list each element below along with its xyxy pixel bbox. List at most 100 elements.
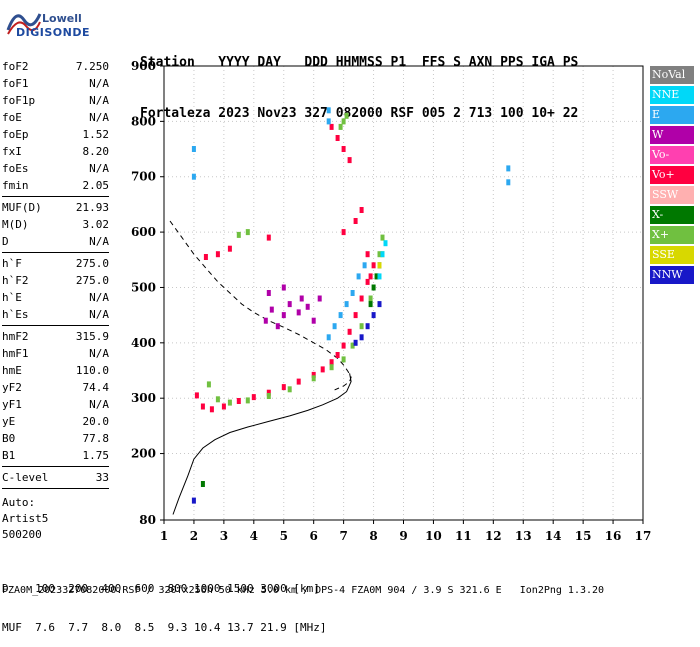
param-separator [2, 488, 109, 489]
x-tick-label: 9 [399, 529, 407, 543]
echo-point [329, 359, 334, 366]
param-label: h`F [2, 257, 22, 270]
header-value-axn: 713 100 10+ 22 [468, 106, 579, 121]
echo-point [245, 397, 250, 404]
param-row-fof2: foF2 7.250 [2, 58, 109, 75]
param-value: 21.93 [75, 201, 109, 214]
legend-item-w: W [650, 126, 694, 144]
legend-item-nne: NNE [650, 86, 694, 104]
echo-point [251, 394, 256, 401]
echo-point [350, 342, 355, 349]
echo-point [368, 273, 373, 280]
echo-point [368, 301, 373, 308]
param-row-ye: yE 20.0 [2, 413, 109, 430]
param-value: 77.8 [82, 432, 110, 445]
param-row-h-f2: h`F2 275.0 [2, 272, 109, 289]
legend-item-x-: X+ [650, 226, 694, 244]
echo-point [227, 245, 232, 252]
param-value: 315.9 [75, 330, 109, 343]
echo-point [326, 118, 331, 125]
echo-point [377, 273, 382, 280]
param-label: fxI [2, 145, 22, 158]
echo-point [203, 254, 208, 260]
echo-point [326, 334, 331, 341]
echo-point [347, 157, 352, 164]
autoscaling-line: Artist5 [2, 512, 49, 525]
param-label: C-level [2, 471, 49, 484]
param-row-hmf2: hmF2 315.9 [2, 328, 109, 345]
y-tick-label: 300 [131, 391, 156, 405]
header-row-values: Fortaleza 2023 Nov23 327 082000 RSF 005 … [140, 105, 578, 122]
legend-item-nnw: NNW [650, 266, 694, 284]
legend-item-sse: SSE [650, 246, 694, 264]
echo-point [245, 229, 250, 236]
echo-point [209, 406, 214, 413]
param-value: N/A [89, 235, 109, 248]
echo-point [275, 323, 280, 330]
echo-point [356, 273, 361, 280]
echo-point [311, 375, 316, 382]
echo-point [359, 295, 364, 302]
param-value: 33 [95, 471, 109, 484]
param-value: N/A [89, 291, 109, 304]
echo-point [338, 123, 343, 130]
echo-point [269, 306, 274, 313]
echo-point [320, 366, 325, 373]
param-label: hmF2 [2, 330, 29, 343]
echo-point [266, 389, 271, 396]
param-value: N/A [89, 94, 109, 107]
echo-point [359, 323, 364, 330]
legend-item-ssw: SSW [650, 186, 694, 204]
echo-point [365, 278, 370, 285]
param-label: foF1 [2, 77, 29, 90]
header-value-time: 327 082000 [304, 106, 383, 121]
polarization-legend: NoVal NNE E W Vo- Vo+ SSW X- X+ SSE NNW [650, 66, 694, 286]
header-value-ffs: 005 2 [421, 106, 461, 121]
echo-points [191, 107, 511, 504]
param-row-yf2: yF2 74.4 [2, 379, 109, 396]
param-row-foe: foE N/A [2, 109, 109, 126]
legend-item-e: E [650, 106, 694, 124]
y-tick-label: 500 [131, 280, 156, 294]
param-value: N/A [89, 111, 109, 124]
series-x- [200, 262, 382, 487]
x-tick-label: 13 [515, 529, 532, 543]
x-tick-label: 12 [485, 529, 502, 543]
echo-point [341, 118, 346, 125]
y-tick-label: 400 [131, 336, 156, 350]
header-value-p1: RSF [390, 106, 414, 121]
echo-point [266, 290, 271, 296]
param-row-muf-d-: MUF(D) 21.93 [2, 199, 109, 216]
logo-line2: DIGISONDE [16, 26, 90, 39]
param-value: N/A [89, 398, 109, 411]
echo-point [281, 312, 286, 319]
profile-lines [169, 220, 352, 515]
param-row-yf1: yF1 N/A [2, 396, 109, 413]
muf-table: D 100 200 400 600 800 1000 1500 3000 [km… [2, 556, 327, 647]
echo-point [377, 301, 382, 308]
echo-point [305, 303, 310, 310]
echo-point [380, 234, 385, 241]
echo-point [311, 371, 316, 378]
param-value: 275.0 [75, 257, 109, 270]
x-tick-label: 5 [280, 529, 288, 543]
autoscaling-line: 500200 [2, 528, 42, 541]
param-row-fof1: foF1 N/A [2, 75, 109, 92]
x-tick-label: 1 [160, 529, 168, 543]
param-row-m-d-: M(D) 3.02 [2, 216, 109, 233]
distance-row: D 100 200 400 600 800 1000 1500 3000 [km… [2, 582, 320, 595]
param-label: B1 [2, 449, 16, 462]
echo-point [329, 123, 334, 130]
echo-point [371, 312, 376, 319]
param-value: N/A [89, 162, 109, 175]
x-tick-label: 3 [220, 529, 228, 543]
echo-point [296, 378, 301, 385]
x-tick-label: 4 [250, 529, 258, 543]
echo-point [344, 301, 349, 308]
param-value: 8.20 [82, 145, 110, 158]
param-row-foep: foEp 1.52 [2, 126, 109, 143]
echo-point [236, 398, 241, 404]
echo-point [215, 396, 220, 403]
echo-point [296, 309, 301, 316]
series-nnw [191, 301, 382, 504]
